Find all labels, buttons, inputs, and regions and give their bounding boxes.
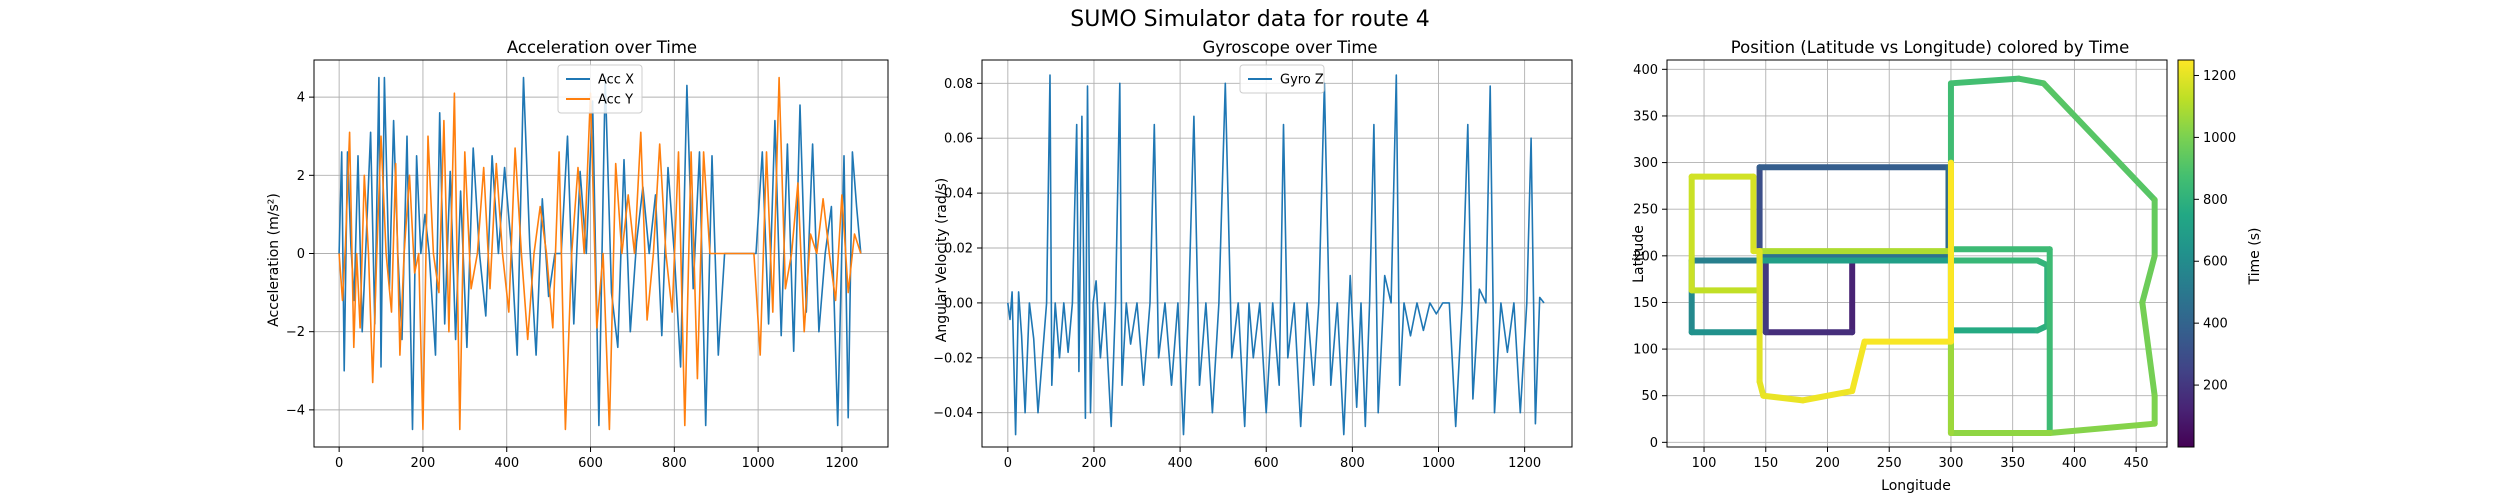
acceleration-series-acc-y (338, 76, 862, 431)
position-xtick-label: 300 (1939, 456, 1964, 471)
acceleration-xtick-label: 600 (578, 456, 603, 471)
gyroscope-legend-box (1239, 64, 1325, 94)
gyroscope-xtick-label: 0 (1004, 456, 1012, 471)
gyroscope-xtick-label: 800 (1340, 456, 1365, 471)
position-ytick-label: 200 (1633, 249, 1658, 264)
acceleration-ylabel: Acceleration (m/s²) (266, 193, 282, 327)
gyroscope-panel: Gyroscope over Time Angular Velocity (ra… (933, 38, 1573, 471)
position-xtick-label: 450 (2124, 456, 2149, 471)
acceleration-panel: Acceleration over Time Acceleration (m/s… (266, 38, 889, 471)
colorbar-tick-label: 1000 (2203, 131, 2236, 146)
gyroscope-xtick-label: 1000 (1422, 456, 1455, 471)
position-point-segment (2139, 252, 2158, 306)
position-plot-frame (1666, 59, 2168, 448)
acceleration-xtick-label: 0 (335, 456, 343, 471)
gyroscope-title: Gyroscope over Time (1202, 38, 1377, 57)
gyroscope-xtick-label: 200 (1082, 456, 1107, 471)
colorbar-tick-label: 600 (2203, 255, 2228, 270)
colorbar-tick-label: 1200 (2203, 69, 2236, 84)
acceleration-ytick-label: −2 (286, 325, 305, 340)
acceleration-xtick-label: 1000 (742, 456, 775, 471)
position-xtick-label: 150 (1753, 456, 1778, 471)
position-ytick-label: 150 (1633, 296, 1658, 311)
colorbar (2177, 59, 2195, 448)
colorbar-tick-label: 200 (2203, 379, 2228, 394)
position-panel: Position (Latitude vs Longitude) colored… (1631, 38, 2263, 494)
acceleration-xtick-label: 400 (494, 456, 519, 471)
position-point-segment (1760, 392, 1806, 404)
position-ytick-label: 300 (1633, 156, 1658, 171)
acceleration-legend: Acc X Acc Y (557, 64, 643, 114)
gyroscope-xtick-label: 400 (1168, 456, 1193, 471)
position-point-segment (2015, 75, 2047, 87)
position-xtick-label: 100 (1692, 456, 1717, 471)
acceleration-xtick-label: 1200 (825, 456, 858, 471)
figure-title: SUMO Simulator data for route 4 (1070, 7, 1429, 32)
position-xtick-label: 250 (1877, 456, 1902, 471)
acceleration-ytick-label: 0 (297, 247, 305, 262)
position-title: Position (Latitude vs Longitude) colored… (1731, 38, 2129, 57)
acceleration-ytick-label: 2 (297, 169, 305, 184)
gyroscope-ytick-label: 0.06 (944, 132, 973, 147)
position-ytick-label: 350 (1633, 109, 1658, 124)
gyroscope-legend-label: Gyro Z (1280, 73, 1324, 88)
position-ytick-label: 400 (1633, 63, 1658, 78)
position-xlabel: Longitude (1881, 478, 1951, 494)
gyroscope-ytick-label: −0.02 (933, 351, 973, 366)
gyroscope-xtick-label: 600 (1254, 456, 1279, 471)
position-ytick-label: 0 (1650, 436, 1658, 451)
gyroscope-ytick-label: −0.04 (933, 406, 973, 421)
position-point-segment (2046, 420, 2158, 437)
gyroscope-series-gyro-z (1007, 74, 1545, 436)
position-ylabel: Latitude (1631, 225, 1647, 283)
position-point-segment (1799, 388, 1856, 404)
position-xtick-label: 350 (2000, 456, 2025, 471)
acceleration-legend-label: Acc Y (598, 93, 633, 108)
acceleration-legend-label: Acc X (598, 73, 634, 88)
colorbar-label: Time (s) (2247, 228, 2263, 286)
position-trajectory (1688, 75, 2158, 437)
gyroscope-legend: Gyro Z (1239, 64, 1325, 94)
acceleration-xtick-label: 200 (411, 456, 436, 471)
acceleration-title: Acceleration over Time (507, 38, 697, 57)
acceleration-legend-box (557, 64, 643, 114)
acceleration-ytick-label: −4 (286, 403, 305, 418)
gyroscope-ytick-label: 0.08 (944, 77, 973, 92)
position-point-segment (1849, 338, 1868, 395)
colorbar-tick-label: 400 (2203, 317, 2228, 332)
position-point-segment (1947, 75, 2022, 87)
position-xtick-label: 400 (2062, 456, 2087, 471)
gyroscope-xtick-label: 1200 (1508, 456, 1541, 471)
acceleration-ytick-label: 4 (297, 91, 305, 106)
acceleration-xtick-label: 800 (662, 456, 687, 471)
position-ytick-label: 50 (1641, 389, 1658, 404)
colorbar-tick-label: 800 (2203, 193, 2228, 208)
gyroscope-ytick-label: 0.04 (944, 187, 973, 202)
acceleration-plot-frame (313, 59, 889, 448)
position-ytick-label: 100 (1633, 343, 1658, 358)
gyroscope-ylabel: Angular Velocity (rad/s) (934, 178, 950, 342)
gyroscope-ytick-label: 0.02 (944, 242, 973, 257)
position-xtick-label: 200 (1815, 456, 1840, 471)
gyroscope-plot-frame (981, 59, 1573, 448)
position-point-segment (2040, 80, 2158, 203)
position-ytick-label: 250 (1633, 203, 1658, 218)
gyroscope-ytick-label: 0.00 (944, 296, 973, 311)
position-point-segment (2139, 299, 2158, 399)
